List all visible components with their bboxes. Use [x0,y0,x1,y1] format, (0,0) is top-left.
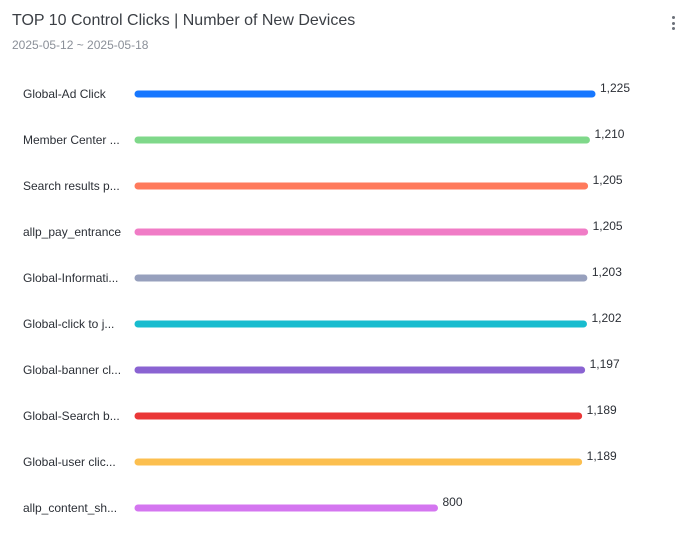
value-label: 1,225 [600,81,630,95]
category-label: allp_content_sh... [23,501,117,515]
value-label: 1,203 [592,265,622,279]
value-label: 1,202 [591,311,621,325]
category-label: Search results p... [23,179,120,193]
category-label: Member Center ... [23,133,120,147]
value-label: 800 [442,495,462,509]
chart-title: TOP 10 Control Clicks | Number of New De… [12,12,356,29]
more-options-icon[interactable] [660,10,686,36]
value-label: 1,205 [593,173,623,187]
category-label: Global-user clic... [23,455,116,469]
value-label: 1,189 [587,403,617,417]
category-label: Global-Ad Click [23,87,107,101]
value-label: 1,189 [587,449,617,463]
date-range: 2025-05-12 ~ 2025-05-18 [12,38,149,52]
category-label: Global-banner cl... [23,363,121,377]
value-label: 1,210 [594,127,624,141]
category-label: Global-Informati... [23,271,118,285]
value-label: 1,197 [590,357,620,371]
value-label: 1,205 [593,219,623,233]
category-label: Global-Search b... [23,409,120,423]
category-label: Global-click to j... [23,317,114,331]
category-label: allp_pay_entrance [23,225,121,239]
